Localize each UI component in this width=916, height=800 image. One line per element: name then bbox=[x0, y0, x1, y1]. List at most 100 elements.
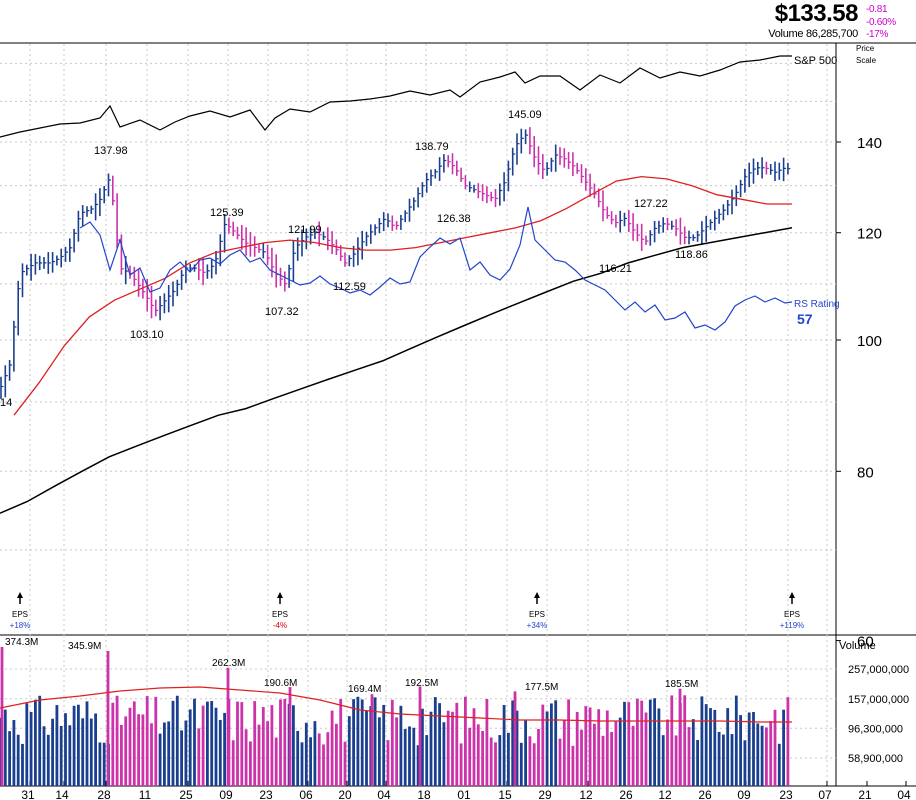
volume-peak-bar bbox=[288, 687, 292, 786]
volume-bar bbox=[29, 711, 33, 786]
volume-bar bbox=[322, 744, 325, 786]
sp500-line bbox=[0, 55, 792, 138]
volume-bar bbox=[640, 700, 644, 786]
volume-bar bbox=[498, 735, 502, 786]
volume-bar bbox=[588, 707, 592, 786]
volume-bar bbox=[696, 740, 699, 786]
price-scale-note: Price bbox=[856, 44, 875, 53]
volume-bar bbox=[81, 718, 85, 786]
volume-bar bbox=[545, 711, 549, 786]
volume-bar bbox=[309, 737, 312, 786]
volume-peak-bar bbox=[678, 688, 682, 786]
last-price: $133.58 bbox=[774, 0, 859, 27]
price-annotation: 138.79 bbox=[415, 141, 449, 153]
eps-arrow-head bbox=[534, 592, 540, 598]
volume-peak-label: 345.9M bbox=[68, 641, 101, 652]
volume-bar bbox=[537, 728, 540, 786]
x-tick-label: 20 bbox=[338, 788, 352, 800]
volume-bar bbox=[562, 719, 566, 786]
price-annotation: 116.21 bbox=[599, 263, 632, 275]
volume-bar bbox=[120, 724, 123, 786]
volume-bar bbox=[730, 734, 734, 786]
volume-peak-bar bbox=[513, 691, 517, 786]
volume-bar bbox=[429, 711, 433, 786]
volume-tick-label: 96,300,000 bbox=[848, 723, 903, 735]
volume-bar bbox=[567, 699, 570, 786]
eps-label: EPS bbox=[272, 610, 288, 619]
price-annotation: 145.09 bbox=[508, 109, 542, 121]
price-annotation: 121.99 bbox=[288, 224, 322, 236]
volume-bar bbox=[141, 714, 145, 786]
price-change: -0.81 bbox=[866, 4, 888, 15]
volume-bar bbox=[137, 714, 140, 786]
volume-bar bbox=[765, 727, 768, 786]
price-annotation: 137.98 bbox=[94, 145, 128, 157]
x-tick-label: 21 bbox=[858, 788, 872, 800]
volume-bar bbox=[769, 721, 773, 786]
volume-bar bbox=[3, 709, 7, 786]
volume-peak-bar bbox=[0, 647, 4, 786]
volume-bar bbox=[77, 704, 80, 786]
volume-bar bbox=[421, 708, 424, 786]
volume-bar bbox=[300, 742, 304, 786]
volume-bar bbox=[670, 695, 674, 786]
volume-bar bbox=[618, 717, 622, 786]
volume-bar bbox=[524, 719, 527, 786]
volume-bar bbox=[507, 732, 510, 786]
volume-bar bbox=[648, 699, 652, 786]
volume-bar bbox=[249, 741, 252, 786]
volume-bar bbox=[747, 712, 751, 786]
volume-bar bbox=[433, 697, 437, 786]
volume-bar bbox=[313, 721, 317, 786]
x-tick-label: 31 bbox=[21, 788, 35, 800]
volume-bar bbox=[438, 703, 441, 786]
volume-bar bbox=[416, 745, 420, 786]
x-tick-label: 18 bbox=[417, 788, 431, 800]
ma200-line bbox=[0, 227, 793, 514]
y-tick-label: 140 bbox=[857, 135, 882, 152]
price-annotation: 14 bbox=[0, 397, 12, 409]
y-tick-label: 100 bbox=[857, 333, 882, 350]
volume-bar bbox=[455, 702, 459, 786]
volume-bar bbox=[511, 700, 515, 786]
volume-bar bbox=[188, 709, 192, 786]
volume-peak-label: 185.5M bbox=[665, 679, 698, 690]
volume-bar bbox=[206, 701, 209, 786]
rs-rating-value: 57 bbox=[797, 311, 813, 327]
x-tick-label: 11 bbox=[139, 788, 152, 800]
volume-bar bbox=[722, 734, 725, 786]
volume-bar bbox=[171, 700, 175, 786]
volume-bar bbox=[541, 704, 545, 786]
eps-label: EPS bbox=[784, 610, 800, 619]
x-tick-label: 04 bbox=[377, 788, 391, 800]
volume-bar bbox=[175, 695, 179, 786]
volume-bar bbox=[274, 737, 278, 786]
volume-bar bbox=[51, 718, 54, 786]
price-change-ytd: -17% bbox=[866, 29, 889, 40]
volume-bar bbox=[25, 703, 29, 786]
eps-arrow-head bbox=[17, 592, 23, 598]
volume-bar bbox=[317, 733, 321, 786]
volume-tick-label: 58,900,000 bbox=[848, 753, 903, 765]
volume-bar bbox=[584, 706, 588, 786]
volume-bar bbox=[257, 724, 261, 786]
volume-bar bbox=[459, 743, 463, 786]
volume-bar bbox=[683, 695, 687, 786]
volume-bar bbox=[16, 734, 20, 786]
volume-bar bbox=[373, 697, 377, 786]
volume-tick-label: 157,000,000 bbox=[848, 694, 909, 706]
volume-bar bbox=[304, 722, 308, 786]
volume-bar bbox=[734, 695, 738, 786]
volume-bar bbox=[472, 708, 476, 786]
volume-bar bbox=[270, 705, 274, 786]
price-annotation: 126.38 bbox=[437, 213, 471, 225]
x-tick-label: 07 bbox=[818, 788, 832, 800]
volume-bar bbox=[713, 709, 717, 786]
volume-bar bbox=[326, 732, 330, 786]
volume-peak-label: 190.6M bbox=[264, 678, 297, 689]
volume-peak-bar bbox=[370, 694, 374, 786]
y-tick-label: 80 bbox=[857, 464, 874, 481]
volume-bar bbox=[89, 718, 93, 786]
volume-bar bbox=[550, 703, 553, 786]
volume-bar bbox=[98, 742, 102, 786]
